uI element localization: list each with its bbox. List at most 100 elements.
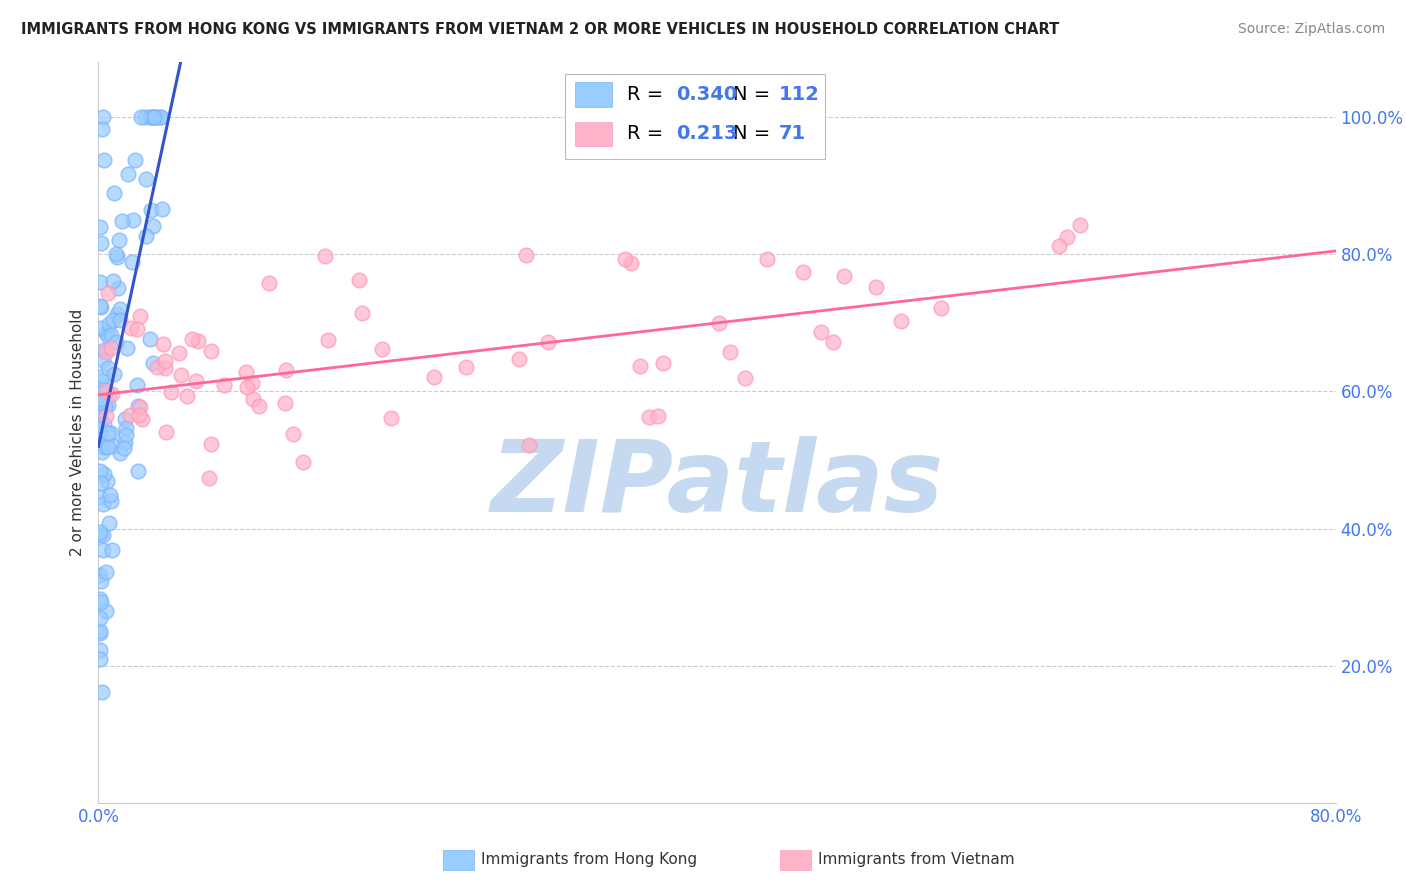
Point [128,400,150,414]
Point [89,652,111,666]
Point [128,399,150,413]
Point [247,399,270,413]
Point [134,110,156,124]
Point [101,387,124,401]
Point [150,110,173,124]
Point [93,382,115,396]
Point [613,252,636,267]
Point [97,516,120,531]
Text: R =: R = [627,124,669,143]
Point [127,464,149,478]
Point [104,246,127,260]
Point [89,418,111,433]
Point [200,343,222,358]
Point [734,371,756,385]
Point [110,213,132,227]
Point [108,302,131,317]
Point [115,341,138,355]
Point [114,412,136,426]
Point [103,439,125,453]
Point [91,369,114,384]
Point [89,528,111,542]
Point [89,418,111,433]
Point [235,365,257,379]
Point [242,392,264,407]
Point [240,376,263,391]
Point [89,299,111,313]
Point [89,568,111,582]
Point [198,471,221,485]
Point [170,368,193,383]
Point [620,256,643,270]
FancyBboxPatch shape [575,82,612,107]
Point [90,445,112,459]
Point [94,326,117,340]
Point [141,202,163,217]
Point [184,374,207,388]
Point [97,285,120,300]
Point [422,370,444,384]
Point [93,440,115,454]
Point [105,307,128,321]
Point [89,525,111,540]
Point [792,265,814,279]
Point [153,360,176,375]
Point [128,309,150,323]
Point [94,604,117,618]
Point [145,360,167,375]
Point [120,320,142,334]
Point [97,360,120,375]
Point [91,122,114,136]
Point [108,446,131,460]
Point [115,421,138,435]
Point [90,236,112,251]
Point [89,624,111,639]
Point [89,392,111,406]
Point [124,153,146,168]
Point [110,313,132,327]
Point [1069,218,1091,232]
Point [96,409,118,424]
Point [142,219,165,234]
Point [89,464,111,478]
Point [709,316,731,330]
Point [101,543,124,558]
Text: Immigrants from Hong Kong: Immigrants from Hong Kong [481,853,697,867]
Point [125,378,148,392]
Point [96,474,118,488]
Point [141,110,163,124]
Point [98,387,121,401]
Point [93,343,115,357]
Point [139,110,162,124]
Point [128,409,150,423]
Point [90,436,112,450]
Point [89,391,111,405]
Point [125,322,148,336]
Point [105,335,128,350]
Point [91,110,114,124]
Point [515,248,537,262]
Point [100,341,122,355]
Point [155,425,177,439]
Point [103,313,125,327]
Point [236,380,259,394]
Point [142,355,165,369]
Point [139,333,162,347]
Point [89,276,111,290]
Point [89,407,111,421]
Point [91,542,114,557]
Point [90,320,112,334]
Point [931,301,953,316]
Point [865,280,887,294]
FancyBboxPatch shape [565,73,825,159]
Point [103,367,125,381]
Point [890,314,912,328]
Point [96,344,118,359]
Point [98,317,121,331]
Text: 112: 112 [779,85,820,103]
Point [371,343,394,357]
Point [114,435,136,450]
Point [94,399,117,413]
Point [93,467,115,481]
Point [720,344,742,359]
